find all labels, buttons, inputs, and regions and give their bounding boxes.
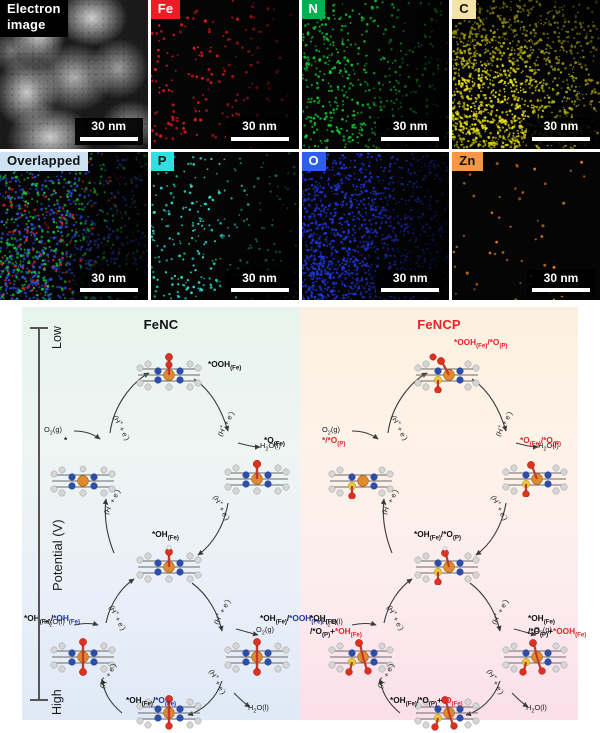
condition-fenc-o2-upper: O2(g) <box>44 425 62 437</box>
molecule-fencp-o-o <box>496 457 574 497</box>
scale-bar-zn: 30 nm <box>527 269 595 296</box>
molecule-fenc-oh-ooh <box>218 633 296 676</box>
condition-fenc-h2o-lower: H2O(l) <box>248 703 269 715</box>
condition-fenc-h2o-upper: H2O(l) <box>260 441 281 453</box>
condition-fenc-o2-mid: O2(g) <box>256 625 274 637</box>
scale-bar-line <box>230 288 289 292</box>
scale-bar-n: 30 nm <box>376 118 445 145</box>
scale-bar-text: 30 nm <box>543 119 579 134</box>
molecule-fenc-oh-oh <box>44 633 122 676</box>
scale-bar-text: 30 nm <box>242 119 277 134</box>
condition-fenc-h2o-mid: H2O(l) <box>44 617 65 629</box>
species-fenc-oh-ooh: *OH(Fe)/*OOH(Fe) <box>260 613 323 626</box>
scale-bar-electron-image: 30 nm <box>74 118 143 145</box>
scale-bar-text: 30 nm <box>392 270 428 285</box>
molecule-fencp-oh-o <box>408 545 486 585</box>
species-fencp-oh-o-oh: *OH(Fe)/*O(P)+*OH(Fe) <box>310 613 362 639</box>
scale-bar-fe: 30 nm <box>225 118 294 145</box>
eds-label-electron-image: Electron image <box>0 0 68 37</box>
scale-bar-line <box>230 136 289 141</box>
eds-panel-p: P 30 nm <box>150 151 299 300</box>
species-fencp-ooh-o: *OOH(Fe)/*O(P) <box>454 337 508 350</box>
scheme-panels: FeNC FeNCP <box>22 307 586 731</box>
species-fenc-ooh: *OOH(Fe) <box>208 359 242 372</box>
scale-bar-c: 30 nm <box>527 118 595 145</box>
condition-fencp-h2o-mid: H2O(l) <box>322 617 343 629</box>
species-fenc-oh-o: *OH(Fe)/*O(Fe) <box>126 695 177 708</box>
axis-label-low: Low <box>50 326 64 349</box>
eds-label-fe: Fe <box>150 0 181 20</box>
eds-label-line1: Electron <box>7 1 61 16</box>
eds-label-c: C <box>452 0 476 20</box>
molecule-fencp-oh-o-oh <box>322 633 400 676</box>
species-fencp-oh-o-ooh: *OH(Fe)/*O(P)+*OOH(Fe) <box>528 613 587 639</box>
fenc-title: FeNC <box>143 317 179 332</box>
eds-label-p: P <box>150 151 174 171</box>
fencp-title: FeNCP <box>417 317 461 332</box>
scale-bar-p: 30 nm <box>225 269 294 296</box>
eds-label-zn: Zn <box>452 151 483 171</box>
species-fencp-bare-o: */*O(P) <box>322 435 346 448</box>
axis-label-high: High <box>50 689 64 715</box>
eds-panel-overlapped: Overlapped 30 nm <box>0 151 148 300</box>
species-fenc-o: *O(Fe) <box>264 435 285 448</box>
species-fencp-oh-o: *OH(Fe)/*O(P) <box>414 529 461 542</box>
species-fencp-oh-o-o: *OH(Fe)/*O(P)+*O(Fe) <box>390 695 463 708</box>
species-fenc-oh: *OH(Fe) <box>152 529 179 542</box>
scale-bar-o: 30 nm <box>376 269 445 296</box>
eds-panel-fe: Fe 30 nm <box>150 0 299 149</box>
eds-panel-n: N 30 nm <box>301 0 450 149</box>
eds-panel-c: C 30 nm <box>452 0 600 149</box>
scale-bar-overlapped: 30 nm <box>74 269 143 296</box>
eds-label-overlapped: Overlapped <box>0 151 88 171</box>
species-fencp-o-o: *O(Fe)/*O(P) <box>520 435 561 448</box>
molecule-fenc-ooh <box>130 353 208 391</box>
scale-bar-line <box>532 136 590 141</box>
eds-map-grid: Electron image 30 nm Fe 30 nm N 30 nm <box>0 0 600 300</box>
eds-label-o: O <box>301 151 326 171</box>
scale-bar-text: 30 nm <box>242 270 277 285</box>
scale-bar-text: 30 nm <box>91 119 127 134</box>
scale-bar-line <box>79 288 138 292</box>
molecule-fenc-oh <box>130 545 208 583</box>
scale-bar-line <box>381 136 440 141</box>
axis-cap-bottom <box>30 699 48 701</box>
axis-line <box>38 327 40 701</box>
scale-bar-line <box>532 288 590 292</box>
molecule-fencp-bare-o <box>322 459 400 499</box>
eds-panel-o: O 30 nm <box>301 151 450 300</box>
molecule-fencp-oh-o-ooh <box>496 633 574 676</box>
condition-fencp-o2-upper: O2(g) <box>322 425 340 437</box>
eds-label-n: N <box>301 0 326 20</box>
species-fenc-bare: * <box>64 435 68 445</box>
molecule-fenc-o <box>218 457 296 495</box>
axis-title: Potential (V) <box>50 519 65 591</box>
eds-panel-zn: Zn 30 nm <box>452 151 600 300</box>
scale-bar-text: 30 nm <box>392 119 428 134</box>
condition-fencp-o2-mid: O2(g) <box>534 625 552 637</box>
condition-fencp-h2o-lower: H2O(l) <box>526 703 547 715</box>
scale-bar-line <box>79 136 138 141</box>
species-fenc-oh-oh: *OH(Fe)/*OH(Fe) <box>24 613 81 626</box>
potential-axis: Low Potential (V) High <box>26 305 65 724</box>
condition-fencp-h2o-upper: H2O(l) <box>538 441 559 453</box>
scale-bar-line <box>381 288 440 292</box>
molecule-fencp-ooh-o <box>408 353 486 393</box>
reaction-scheme: FeNC FeNCP <box>0 303 600 731</box>
molecule-fenc-bare <box>44 459 122 497</box>
scale-bar-text: 30 nm <box>91 270 127 285</box>
axis-cap-top <box>30 327 48 329</box>
scale-bar-text: 30 nm <box>543 270 579 285</box>
eds-panel-electron-image: Electron image 30 nm <box>0 0 148 149</box>
eds-label-line2: image <box>7 17 46 33</box>
